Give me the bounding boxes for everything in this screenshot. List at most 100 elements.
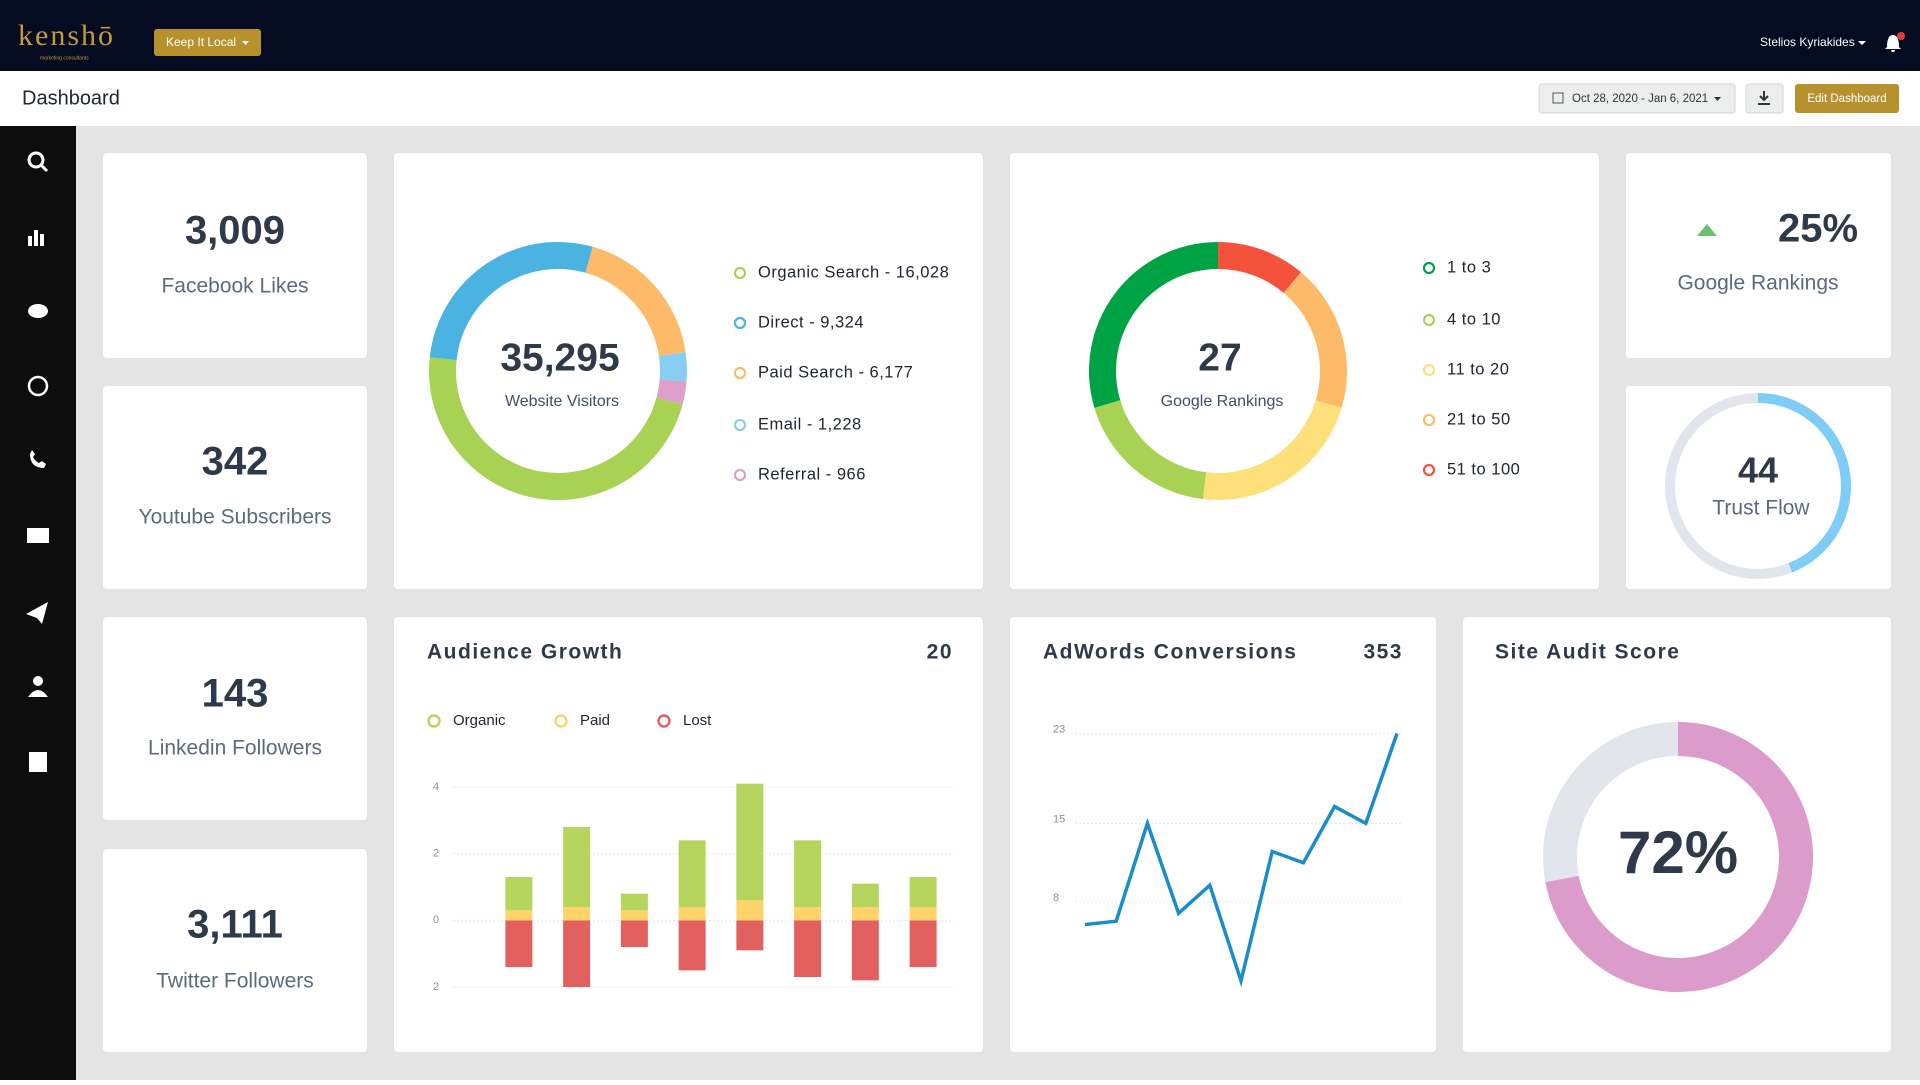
bar-segment [851,907,879,921]
donut-slice [429,357,683,500]
send-icon[interactable] [26,602,48,624]
legend-label: Email - 1,228 [758,415,862,433]
edit-label[interactable]: Edit Dashboard [1807,93,1886,105]
bell-icon[interactable] [1885,35,1901,52]
bar-segment [909,907,937,921]
date-range[interactable]: Oct 28, 2020 - Jan 6, 2021 [1572,93,1708,105]
legend-label: Paid [580,712,610,729]
bar-segment [851,883,879,907]
y-tick-label: 8 [1053,892,1059,904]
gauge-value: 44 [1738,450,1778,491]
stat-label: Twitter Followers [156,970,314,993]
bar-segment [563,827,591,907]
phone-icon[interactable] [30,450,46,468]
reports-icon[interactable] [28,230,44,246]
edit-button[interactable] [1795,84,1899,113]
bar-segment [909,877,937,907]
gauge-value: 72% [1618,819,1738,886]
y-tick-label: 4 [433,781,439,793]
sidebar-icons [26,151,49,772]
legend-marker [657,714,671,728]
badge [1897,32,1905,40]
stat-label: Facebook Likes [161,275,308,298]
card [394,617,983,1052]
download-icon [1758,91,1770,105]
bar-segment [678,920,706,971]
bar-segment [794,920,822,977]
card [1626,153,1891,358]
donut-slice [1094,400,1207,500]
y-tick-label: 0 [433,914,439,926]
brand: kenshō [18,19,115,52]
stat-value: 3,111 [187,903,283,947]
center-label: Google Rankings [1161,393,1284,410]
search-icon [39,163,49,173]
legend-marker [733,316,747,330]
legend-marker [554,714,568,728]
bar-segment [794,840,822,907]
legend-label: 21 to 50 [1447,410,1511,428]
date-picker[interactable] [1538,83,1736,114]
bar-segment [563,920,591,987]
card-title: Audience Growth [427,641,623,664]
caret [242,41,249,45]
legend-label: Referral - 966 [758,465,866,483]
mail-icon[interactable] [27,528,49,543]
center-label: Website Visitors [505,393,619,410]
card [103,386,367,589]
user-name[interactable]: Stelios Kyriakides [1760,35,1855,49]
search-icon[interactable] [27,151,45,169]
bar-segment [563,907,591,921]
center-value: 35,295 [500,336,619,379]
y-tick-label: 2 [433,848,439,860]
y-tick-label: 15 [1053,813,1065,825]
bar-segment [678,840,706,907]
card-total: 353 [1363,641,1403,664]
brand-sub: marketing consultants [40,55,89,61]
y-tick-label: 23 [1053,723,1065,735]
stat-value: 3,009 [185,209,285,253]
legend-marker [733,418,747,432]
page-title: Dashboard [22,87,120,109]
stat-value: 143 [202,672,269,716]
user-icon[interactable] [33,676,43,686]
stat-label: Linkedin Followers [148,737,322,760]
legend-label: 1 to 3 [1447,258,1491,276]
client-name[interactable]: Keep It Local [166,35,236,49]
donut-slice [656,379,687,405]
card [1010,617,1436,1052]
donut-slice [1283,272,1347,408]
bar-segment [505,920,533,967]
chat-icon[interactable] [28,304,48,318]
change-label: Google Rankings [1677,272,1838,295]
target-icon[interactable] [27,375,49,397]
legend-label: Paid Search - 6,177 [758,363,913,381]
legend-label: 4 to 10 [1447,310,1501,328]
bar-segment [736,920,764,951]
legend-marker [1422,261,1436,275]
caret [1858,41,1866,45]
user-icon [28,690,48,697]
caret [1714,97,1721,101]
donut-slice [1203,400,1342,500]
card-total: 20 [927,641,953,664]
client-select[interactable] [154,29,261,56]
card-title: Site Audit Score [1495,641,1680,664]
donut-slice [429,242,593,361]
legend-label: Organic Search - 16,028 [758,263,949,281]
top-bar [0,0,1920,71]
legend-marker [1422,413,1436,427]
stat-label: Youtube Subscribers [138,506,331,529]
bar-segment [505,877,533,911]
bar-segment [851,920,879,981]
tasks-icon[interactable] [29,752,47,772]
bar-segment [794,907,822,921]
card [1463,617,1891,1052]
donut-slice [585,246,686,357]
bar-segment [620,893,648,911]
bar-segment [736,900,764,921]
y-tick-label: 2 [433,981,439,993]
legend-label: 11 to 20 [1447,360,1509,378]
legend-marker [733,468,747,482]
